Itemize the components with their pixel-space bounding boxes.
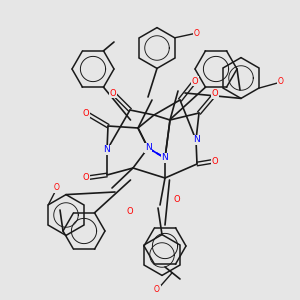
- Text: O: O: [212, 157, 218, 166]
- Text: O: O: [194, 28, 200, 38]
- Text: N: N: [162, 154, 168, 163]
- Text: N: N: [193, 136, 200, 145]
- Text: O: O: [83, 173, 89, 182]
- Text: O: O: [212, 89, 218, 98]
- Text: O: O: [54, 184, 60, 193]
- Text: O: O: [83, 109, 89, 118]
- Text: O: O: [278, 77, 284, 86]
- Text: N: N: [145, 143, 152, 152]
- Text: O: O: [174, 196, 180, 205]
- Text: O: O: [110, 88, 116, 98]
- Text: O: O: [127, 206, 133, 215]
- Text: O: O: [154, 286, 160, 295]
- Text: N: N: [103, 146, 110, 154]
- Text: O: O: [192, 76, 198, 85]
